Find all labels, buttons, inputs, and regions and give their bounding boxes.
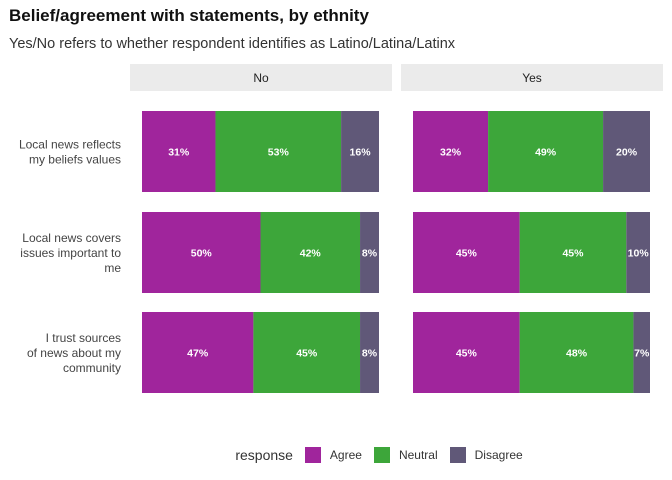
data-label: 45% <box>456 348 478 360</box>
legend-label-neutral: Neutral <box>398 448 438 462</box>
y-tick-label: I trust sources <box>46 331 121 345</box>
facet-strip-yes <box>401 64 663 91</box>
data-label: 47% <box>187 348 209 360</box>
bar-agree-no <box>142 212 261 293</box>
bar-neutral-yes <box>488 111 604 192</box>
bar-disagree-yes <box>603 111 650 192</box>
data-label: 53% <box>268 147 290 159</box>
chart-subtitle: Yes/No refers to whether respondent iden… <box>9 36 456 52</box>
data-label: 8% <box>362 348 378 360</box>
y-tick-label: my beliefs values <box>29 153 121 167</box>
bar-disagree-yes <box>633 312 650 393</box>
bar-agree-yes <box>413 312 520 393</box>
legend-label-agree: Agree <box>329 448 362 462</box>
data-label: 48% <box>566 348 588 360</box>
legend-item-disagree: Disagree <box>449 447 523 463</box>
legend-swatch-disagree <box>449 447 466 463</box>
bar-neutral-no <box>253 312 361 393</box>
bar-neutral-no <box>215 111 342 192</box>
bar-neutral-no <box>260 212 361 293</box>
y-tick-label: Local news covers <box>22 231 121 245</box>
data-label: 50% <box>191 248 213 260</box>
data-label: 45% <box>456 248 478 260</box>
legend-item-agree: Agree <box>304 447 362 463</box>
legend-item-neutral: Neutral <box>373 447 438 463</box>
bar-neutral-yes <box>519 312 634 393</box>
y-tick-label: me <box>104 261 121 275</box>
data-label: 8% <box>362 248 378 260</box>
data-label: 16% <box>350 147 372 159</box>
bar-disagree-yes <box>626 212 650 293</box>
facet-label-yes: Yes <box>522 71 542 85</box>
bar-agree-yes <box>413 212 520 293</box>
chart-title: Belief/agreement with statements, by eth… <box>9 6 369 25</box>
data-label: 31% <box>168 147 190 159</box>
bar-disagree-no <box>360 212 379 293</box>
data-label: 10% <box>628 248 650 260</box>
facet-strip-no <box>130 64 392 91</box>
y-tick-label: Local news reflects <box>19 138 121 152</box>
data-label: 20% <box>616 147 638 159</box>
bar-agree-no <box>142 111 216 192</box>
legend-title: response <box>235 447 293 463</box>
y-tick-label: of news about my <box>27 346 121 360</box>
bar-disagree-no <box>341 111 379 192</box>
bar-agree-yes <box>413 111 489 192</box>
data-label: 45% <box>296 348 318 360</box>
legend-swatch-neutral <box>373 447 390 463</box>
data-label: 32% <box>440 147 462 159</box>
data-label: 45% <box>562 248 584 260</box>
data-label: 49% <box>535 147 557 159</box>
data-label: 7% <box>634 348 650 360</box>
legend: response Agree Neutral Disagree <box>0 444 672 466</box>
facet-label-no: No <box>253 71 269 85</box>
y-tick-label: issues important to <box>20 246 121 260</box>
bar-agree-no <box>142 312 254 393</box>
bar-disagree-no <box>360 312 379 393</box>
legend-swatch-agree <box>304 447 321 463</box>
y-tick-label: community <box>63 361 121 375</box>
legend-label-disagree: Disagree <box>474 448 523 462</box>
data-label: 42% <box>300 248 322 260</box>
bar-neutral-yes <box>519 212 627 293</box>
